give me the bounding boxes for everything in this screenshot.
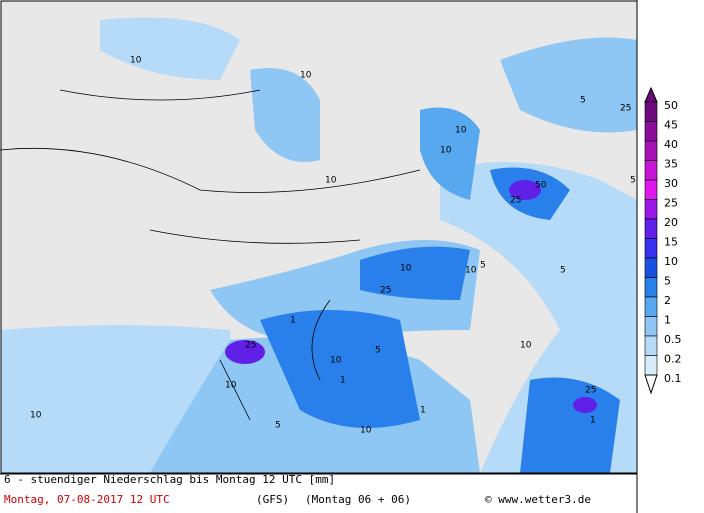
- legend-label: 2: [664, 294, 671, 307]
- map-label: 10: [360, 426, 372, 436]
- legend-swatch: [644, 277, 658, 298]
- map-label: 10: [400, 264, 412, 274]
- map-label: 25: [620, 104, 631, 114]
- footer-credit: © www.wetter3.de: [485, 493, 591, 506]
- map-label: 10: [440, 146, 452, 156]
- map-label: 10: [455, 126, 467, 136]
- map-label: 10: [520, 341, 532, 351]
- legend-swatch: [644, 160, 658, 181]
- borders: [0, 89, 421, 421]
- map-label: 50: [535, 181, 547, 191]
- legend-label: 35: [664, 158, 678, 171]
- map-label: 1: [420, 406, 426, 416]
- map-label: 10: [300, 71, 312, 81]
- legend-label: 15: [664, 236, 678, 249]
- map-label: 10: [465, 266, 477, 276]
- legend-swatch: [644, 101, 658, 122]
- map-label: 5: [630, 176, 636, 186]
- legend-swatch: [644, 121, 658, 142]
- map-label: 25: [245, 341, 256, 351]
- legend-swatch: [644, 199, 658, 220]
- legend-swatch: [644, 179, 658, 200]
- legend-label: 45: [664, 119, 678, 132]
- legend-swatch: [644, 140, 658, 161]
- legend-swatch: [644, 257, 658, 278]
- map-label: 25: [380, 286, 391, 296]
- legend: 50 45 40 35 30 25 20 15 10 5 2 1 0.5 0.2 0.1: [644, 86, 682, 395]
- precip-core: [225, 340, 265, 364]
- precip-area: [420, 107, 480, 200]
- legend-label: 5: [664, 275, 671, 288]
- map-label: 10: [325, 176, 337, 186]
- legend-swatch: [644, 335, 658, 356]
- map-label: 1: [340, 376, 346, 386]
- map-label: 5: [480, 261, 486, 271]
- footer-run: (Montag 06 + 06): [305, 493, 411, 506]
- map-label: 1: [590, 416, 596, 426]
- map-label: 10: [30, 411, 42, 421]
- legend-swatch: [644, 218, 658, 239]
- map-label: 25: [585, 386, 596, 396]
- legend-swatch: [644, 316, 658, 337]
- map-label: 10: [330, 356, 342, 366]
- footer-model: (GFS): [256, 493, 289, 506]
- map-label: 5: [275, 421, 281, 431]
- precip-area: [360, 246, 470, 300]
- precip-area: [520, 377, 620, 473]
- legend-swatch: [644, 355, 658, 376]
- precip-area: [100, 17, 240, 80]
- legend-label: 25: [664, 197, 678, 210]
- map-label: 5: [560, 266, 566, 276]
- precip-area: [500, 37, 637, 133]
- legend-label: 0.2: [664, 353, 682, 366]
- precip-area: [260, 310, 420, 428]
- legend-label: 0.5: [664, 333, 682, 346]
- legend-label: 20: [664, 216, 678, 229]
- map: [0, 0, 638, 474]
- legend-swatch: [644, 238, 658, 259]
- legend-label: 0.1: [664, 372, 682, 385]
- precip-area: [250, 68, 320, 162]
- legend-arrow-bottom: [644, 374, 658, 395]
- legend-label: 10: [664, 255, 678, 268]
- map-label: 25: [510, 196, 521, 206]
- legend-label: 30: [664, 177, 678, 190]
- map-label: 5: [375, 346, 381, 356]
- map-label: 1: [290, 316, 296, 326]
- footer-date: Montag, 07-08-2017 12 UTC: [4, 493, 170, 506]
- legend-label: 50: [664, 99, 678, 112]
- legend-label: 1: [664, 314, 671, 327]
- legend-label: 40: [664, 138, 678, 151]
- map-label: 5: [580, 96, 586, 106]
- map-label: 10: [130, 56, 142, 66]
- precip-core: [509, 180, 541, 200]
- legend-swatch: [644, 296, 658, 317]
- precip-core: [573, 397, 597, 413]
- footer-title: 6 - stuendiger Niederschlag bis Montag 1…: [4, 473, 335, 486]
- map-label: 10: [225, 381, 237, 391]
